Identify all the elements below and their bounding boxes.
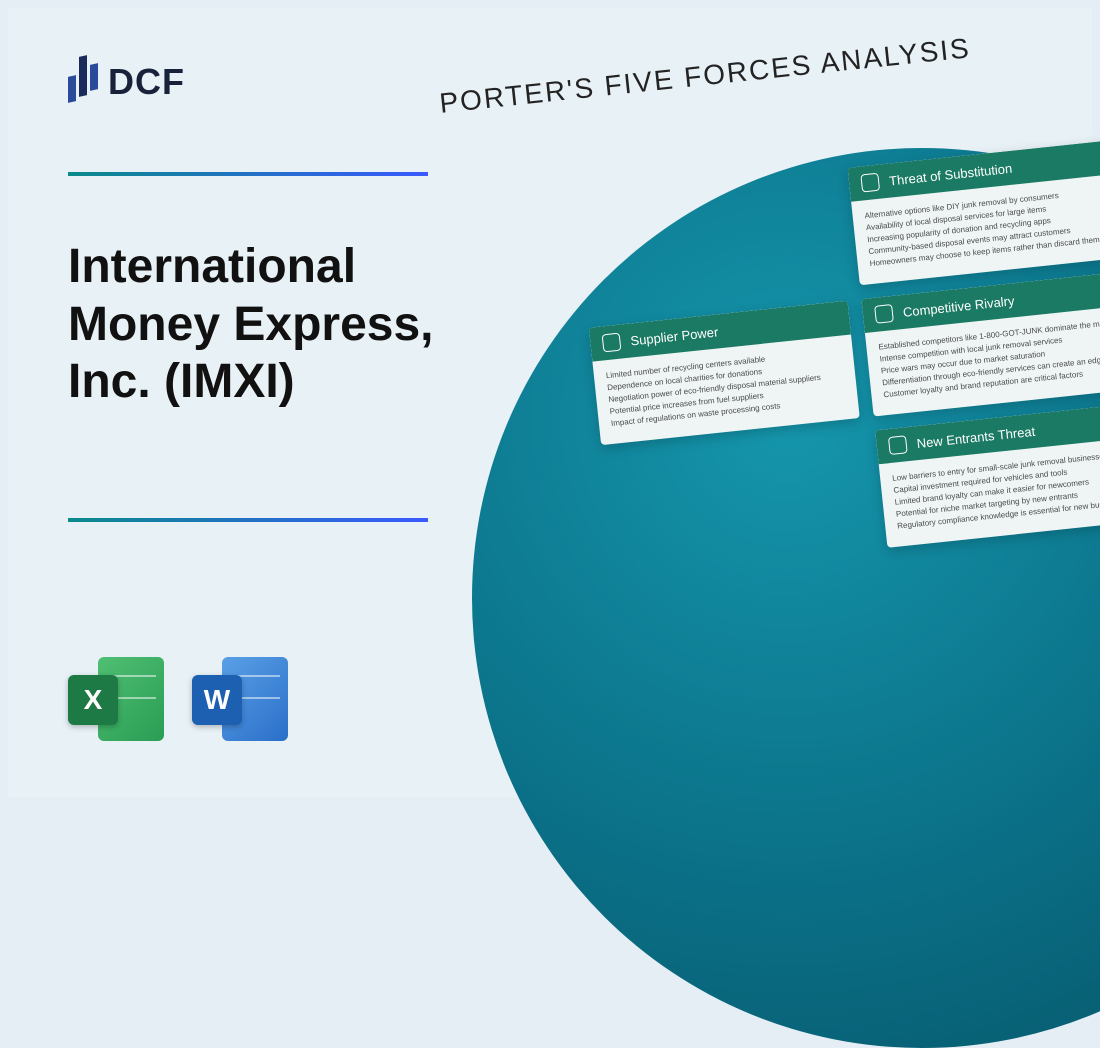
dcf-logo: DCF (68, 58, 185, 106)
card-title: Competitive Rivalry (902, 293, 1015, 320)
word-badge: W (192, 675, 242, 725)
page-title: International Money Express, Inc. (IMXI) (68, 238, 488, 411)
card-supplier: Supplier Power Limited number of recycli… (589, 301, 860, 446)
logo-text: DCF (108, 61, 185, 103)
divider-bottom (68, 518, 428, 522)
forces-cards: Threat of Substitution Alternative optio… (575, 138, 1100, 590)
card-title: New Entrants Threat (916, 423, 1036, 450)
card-rivalry: Competitive Rivalry Established competit… (861, 272, 1100, 417)
file-icons-row: X W (68, 651, 288, 747)
excel-badge: X (68, 675, 118, 725)
entrants-icon (888, 435, 908, 455)
divider-top (68, 172, 428, 176)
supplier-icon (602, 333, 622, 353)
substitution-icon (860, 173, 880, 193)
logo-bars-icon (68, 58, 98, 106)
excel-icon: X (68, 651, 164, 747)
card-entrants: New Entrants Threat Low barriers to entr… (875, 403, 1100, 548)
rivalry-icon (874, 304, 894, 324)
word-icon: W (192, 651, 288, 747)
content-frame: DCF International Money Express, Inc. (I… (8, 8, 1092, 797)
analysis-heading: PORTER'S FIVE FORCES ANALYSIS (438, 32, 972, 120)
card-title: Supplier Power (630, 324, 719, 348)
card-title: Threat of Substitution (888, 160, 1012, 188)
